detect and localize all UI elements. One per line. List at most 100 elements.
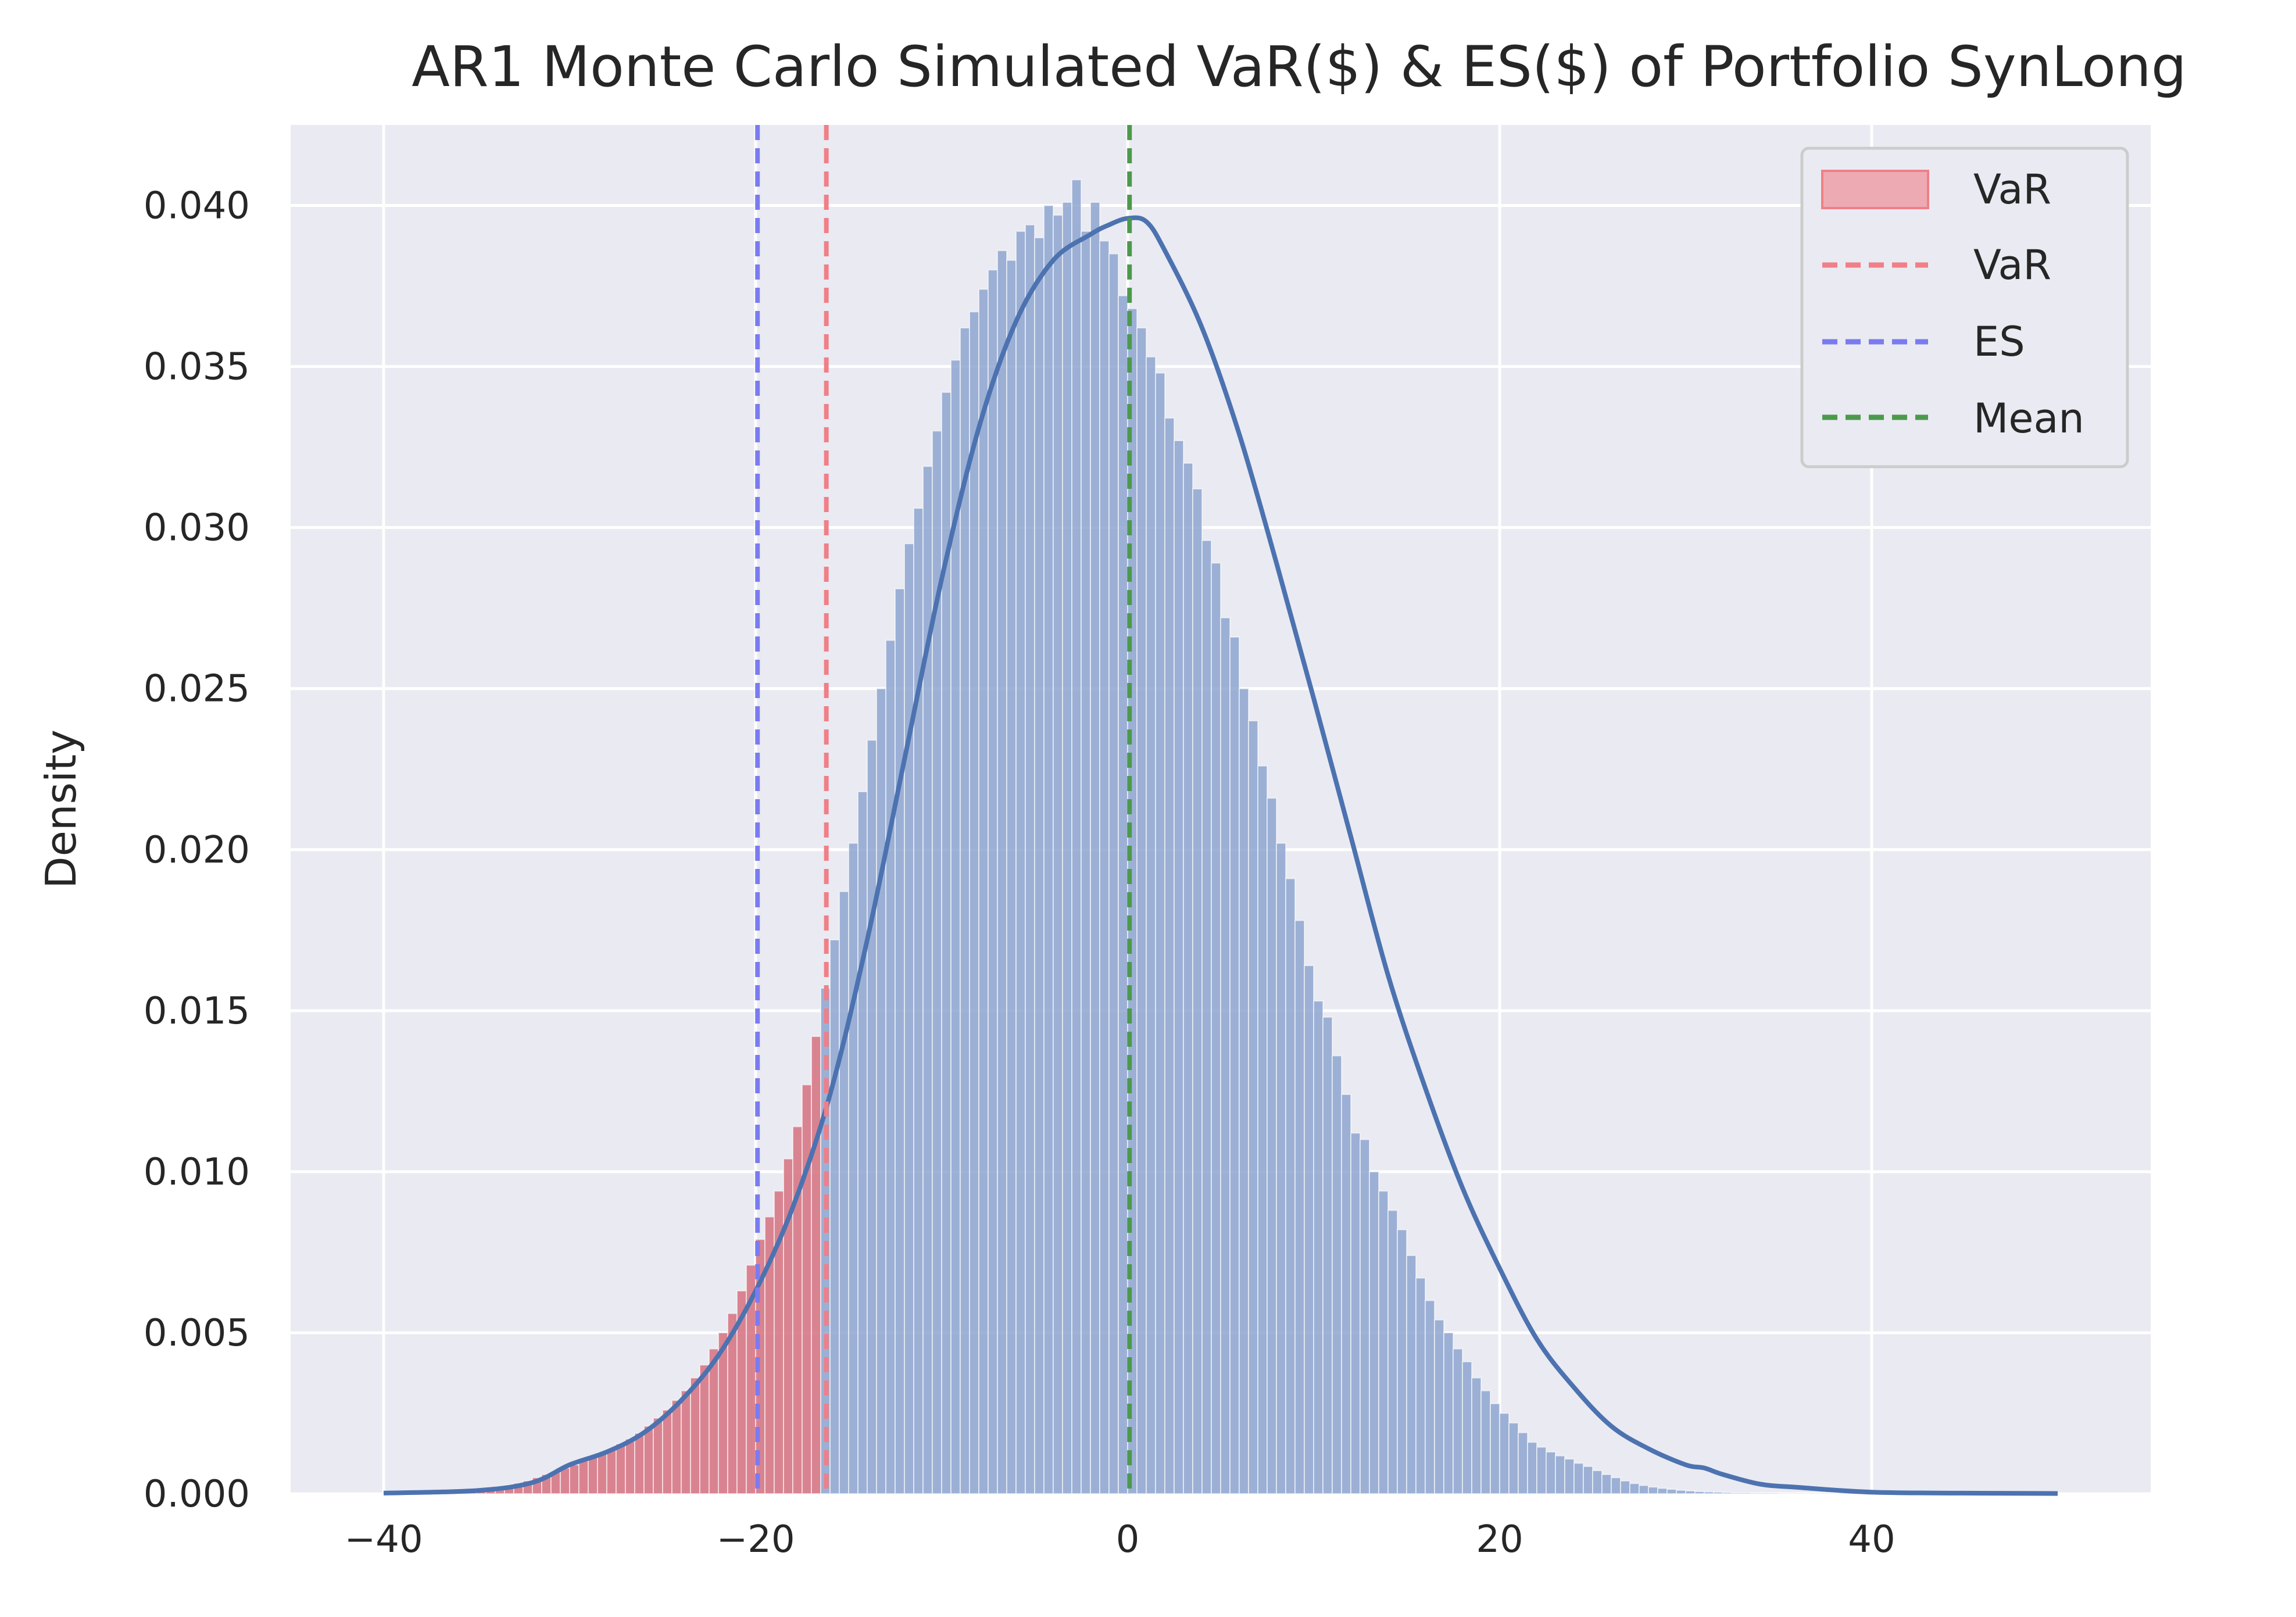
histogram-bar	[1704, 1491, 1714, 1494]
x-tick-label: 0	[1116, 1518, 1140, 1561]
histogram-bar-var-tail	[802, 1084, 812, 1495]
histogram-bar	[1815, 1493, 1826, 1494]
histogram-bar-var-tail	[625, 1438, 635, 1495]
histogram-bar-var-tail	[709, 1348, 719, 1494]
y-axis-label: Density	[37, 729, 85, 889]
histogram-bar	[1062, 201, 1072, 1494]
histogram-bar	[867, 739, 877, 1494]
histogram-bar	[1192, 488, 1203, 1494]
histogram-bar	[1043, 205, 1054, 1495]
legend-swatch-var-patch	[1821, 170, 1929, 209]
histogram-bar	[1778, 1493, 1789, 1494]
legend-label-es: ES	[1973, 318, 2025, 366]
histogram-bar	[1722, 1491, 1733, 1494]
y-tick-label: 0.020	[144, 829, 250, 872]
histogram-bar	[1053, 214, 1063, 1495]
histogram-bar	[1406, 1254, 1417, 1494]
histogram-bar	[904, 543, 914, 1495]
legend: VaR VaR ES Mean	[1800, 146, 2129, 468]
histogram-bar	[1211, 562, 1221, 1494]
histogram-bar	[1797, 1493, 1807, 1494]
histogram-bar	[1276, 842, 1286, 1494]
histogram-bar	[1666, 1489, 1677, 1495]
histogram-bar	[1694, 1491, 1705, 1494]
x-tick-label: 20	[1476, 1518, 1523, 1561]
y-tick-label: 0.015	[144, 990, 250, 1033]
histogram-bar	[1201, 539, 1212, 1494]
histogram-bar	[1025, 224, 1035, 1495]
histogram-bar	[1499, 1412, 1510, 1495]
histogram-bar	[1099, 240, 1110, 1494]
histogram-bar	[1313, 1000, 1324, 1494]
legend-label-mean: Mean	[1973, 395, 2084, 442]
histogram-bar	[1136, 327, 1147, 1494]
histogram-bar	[1583, 1465, 1593, 1494]
histogram-bar-var-tail	[643, 1425, 654, 1494]
histogram-bar	[1220, 617, 1231, 1494]
legend-label-var-line: VaR	[1973, 241, 2051, 289]
histogram-bar	[848, 842, 859, 1494]
histogram-bar	[1341, 1093, 1351, 1495]
x-tick-label: 40	[1848, 1518, 1895, 1561]
histogram-bar	[978, 288, 989, 1494]
histogram-bar	[1360, 1139, 1370, 1494]
histogram-bar	[1034, 237, 1045, 1494]
histogram-bar-var-tail	[597, 1452, 607, 1495]
histogram-bar	[1183, 462, 1193, 1495]
histogram-bar-var-tail	[690, 1377, 700, 1494]
x-tick-label: −40	[344, 1518, 423, 1561]
histogram-bar	[829, 939, 840, 1494]
histogram-bar	[1118, 295, 1128, 1494]
y-tick-label: 0.025	[144, 668, 250, 711]
reference-lines	[755, 125, 1132, 1494]
histogram-bar	[1787, 1493, 1798, 1494]
histogram-bar	[988, 269, 998, 1494]
y-tick-label: 0.010	[144, 1151, 250, 1194]
histogram-bar	[1490, 1403, 1500, 1495]
histogram-bar	[1536, 1446, 1547, 1494]
histogram-bar	[997, 250, 1007, 1494]
histogram-bar	[1174, 440, 1184, 1494]
histogram-bar	[1462, 1361, 1472, 1494]
histogram-bar	[1732, 1492, 1742, 1494]
histogram-bar	[1081, 230, 1091, 1494]
histogram-bar	[1294, 920, 1305, 1494]
histogram-bar	[1090, 201, 1100, 1494]
histogram-bar	[1443, 1332, 1454, 1494]
histogram-bar	[1713, 1491, 1723, 1495]
histogram-bar	[1387, 1210, 1398, 1494]
histogram-bar	[1750, 1492, 1761, 1495]
histogram-bar-var-tail	[811, 1036, 821, 1494]
histogram-bar-var-tail	[560, 1467, 570, 1495]
histogram-bar	[1229, 636, 1240, 1494]
histogram-bar	[1471, 1377, 1482, 1494]
histogram-bar	[1322, 1016, 1333, 1494]
histogram-bar	[885, 639, 896, 1494]
legend-box	[1800, 146, 2129, 468]
histogram-bar	[1834, 1493, 1844, 1494]
y-tick-label: 0.000	[144, 1473, 250, 1516]
histogram-bar	[839, 890, 849, 1494]
histogram-bar	[1620, 1480, 1630, 1494]
histogram-bar	[1769, 1492, 1779, 1495]
histogram-bar	[1657, 1487, 1668, 1495]
histogram-bar	[1676, 1489, 1686, 1495]
histogram-bar	[1397, 1229, 1407, 1494]
histogram-bar	[1378, 1190, 1389, 1494]
histogram-bar-var-tail	[681, 1390, 691, 1495]
histogram-bar	[1248, 720, 1258, 1494]
histogram-bar	[1601, 1473, 1612, 1494]
histogram-bar-var-tail	[699, 1364, 710, 1495]
histogram-bar-var-tail	[662, 1409, 673, 1495]
histogram-bar	[1164, 417, 1175, 1494]
histogram-bar	[1592, 1470, 1603, 1494]
histogram-bar	[1415, 1277, 1426, 1495]
histogram-bar-var-tail	[616, 1443, 626, 1495]
histogram-bar	[1480, 1390, 1491, 1495]
histogram-bar	[1155, 372, 1165, 1495]
histogram-bar	[1285, 878, 1296, 1494]
histogram-bar	[1518, 1432, 1528, 1494]
histogram-bar	[1527, 1441, 1537, 1494]
histogram-bar	[1564, 1458, 1575, 1494]
